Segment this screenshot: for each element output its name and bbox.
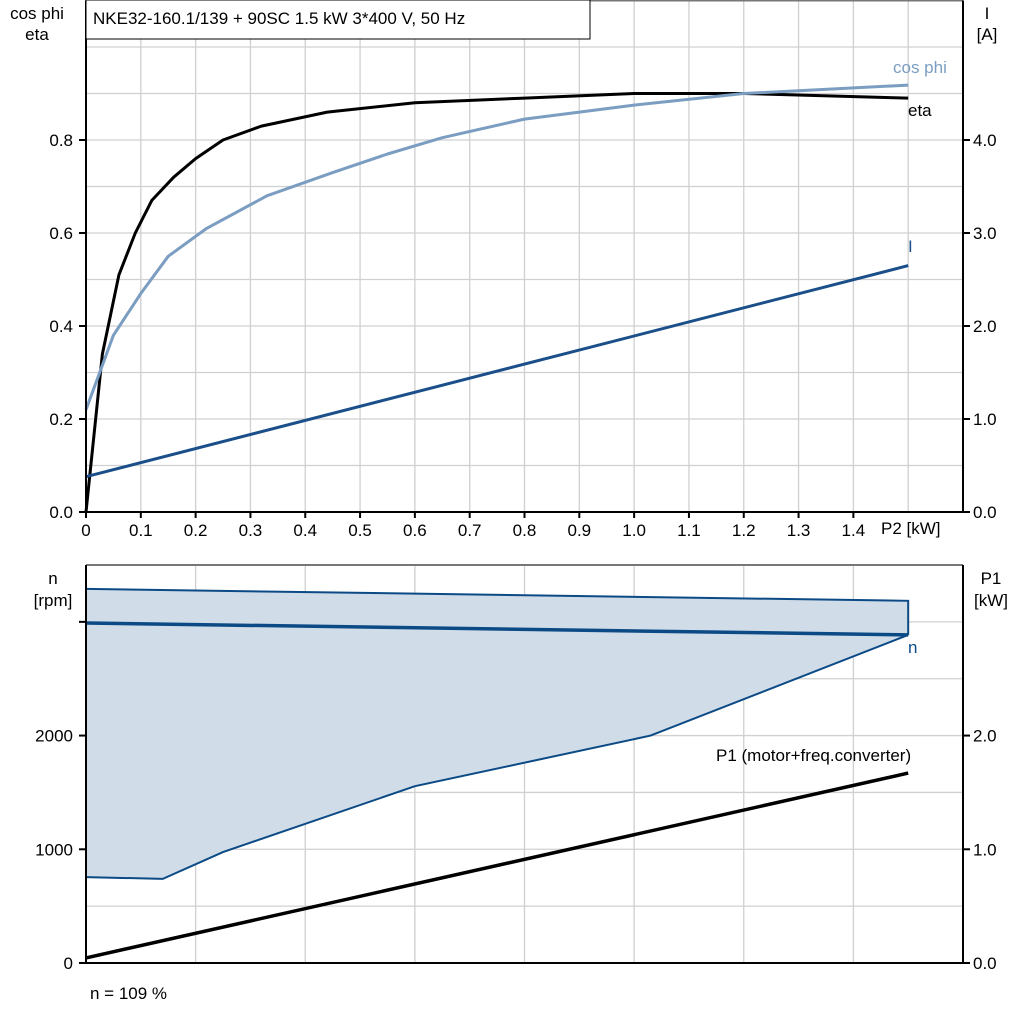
x-tick-label: 0.9	[567, 521, 591, 540]
eta-curve	[84, 92, 909, 513]
x-tick-label: 1.1	[677, 521, 701, 540]
title-box	[85, 0, 591, 40]
series-label-speed: n	[908, 638, 917, 657]
top-right-axis-label-1: I	[985, 4, 990, 23]
x-tick-label: 0.8	[513, 521, 537, 540]
x-tick-label: 0	[81, 521, 90, 540]
speed-line	[85, 621, 909, 637]
bottom-left-axis-label-1: n	[48, 569, 57, 588]
bottom-right-tick-label: 2.0	[973, 727, 997, 746]
x-tick-label: 1.2	[732, 521, 756, 540]
x-tick-label: 1.4	[842, 521, 866, 540]
x-tick-label: 1.0	[622, 521, 646, 540]
series-label-cos-phi: cos phi	[893, 58, 947, 77]
x-tick-label: 0.7	[458, 521, 482, 540]
bottom-right-axis-label-1: P1	[981, 569, 1002, 588]
current-line	[85, 264, 909, 479]
series-label-eta: eta	[908, 101, 932, 120]
top-left-tick-label: 0.8	[49, 131, 73, 150]
top-right-tick-label: 0.0	[973, 503, 997, 522]
speed-band-upper-edge	[85, 587, 910, 635]
top-right-tick-label: 1.0	[973, 410, 997, 429]
top-right-axis-label-2: [A]	[977, 25, 998, 44]
top-left-axis-label-1: cos phi	[10, 4, 64, 23]
x-tick-label: 0.2	[184, 521, 208, 540]
x-tick-label: 0.5	[348, 521, 372, 540]
bottom-right-tick-label: 1.0	[973, 840, 997, 859]
top-right-tick-label: 2.0	[973, 317, 997, 336]
x-tick-label: 0.3	[239, 521, 263, 540]
top-left-tick-label: 0.6	[49, 224, 73, 243]
series-label-p1: P1 (motor+freq.converter)	[716, 746, 911, 765]
speed-range-band	[86, 588, 909, 879]
bottom-left-tick-label: 2000	[35, 727, 73, 746]
cos-phi-curve	[84, 83, 909, 411]
bottom-left-tick-label: 1000	[35, 840, 73, 859]
top-left-tick-label: 0.4	[49, 317, 73, 336]
speed-footnote: n = 109 %	[90, 984, 167, 1003]
top-right-tick-label: 4.0	[973, 131, 997, 150]
speed-band-lower-edge	[85, 633, 909, 880]
p1-line	[85, 771, 909, 960]
x-tick-label: 0.1	[129, 521, 153, 540]
bottom-left-axis-label-2: [rpm]	[34, 591, 73, 610]
top-left-tick-label: 0.2	[49, 410, 73, 429]
x-tick-label: 0.4	[293, 521, 317, 540]
x-tick-label: 1.3	[787, 521, 811, 540]
bottom-right-tick-label: 0.0	[973, 954, 997, 973]
series-label-current: I	[908, 237, 913, 256]
top-left-axis-label-2: eta	[25, 25, 49, 44]
top-left-tick-label: 0.0	[49, 503, 73, 522]
top-right-tick-label: 3.0	[973, 224, 997, 243]
bottom-left-tick-label: 0	[64, 954, 73, 973]
x-tick-label: 0.6	[403, 521, 427, 540]
chart-title: NKE32-160.1/139 + 90SC 1.5 kW 3*400 V, 5…	[93, 9, 465, 28]
x-axis-label: P2 [kW]	[881, 519, 941, 538]
bottom-right-axis-label-2: [kW]	[974, 591, 1008, 610]
